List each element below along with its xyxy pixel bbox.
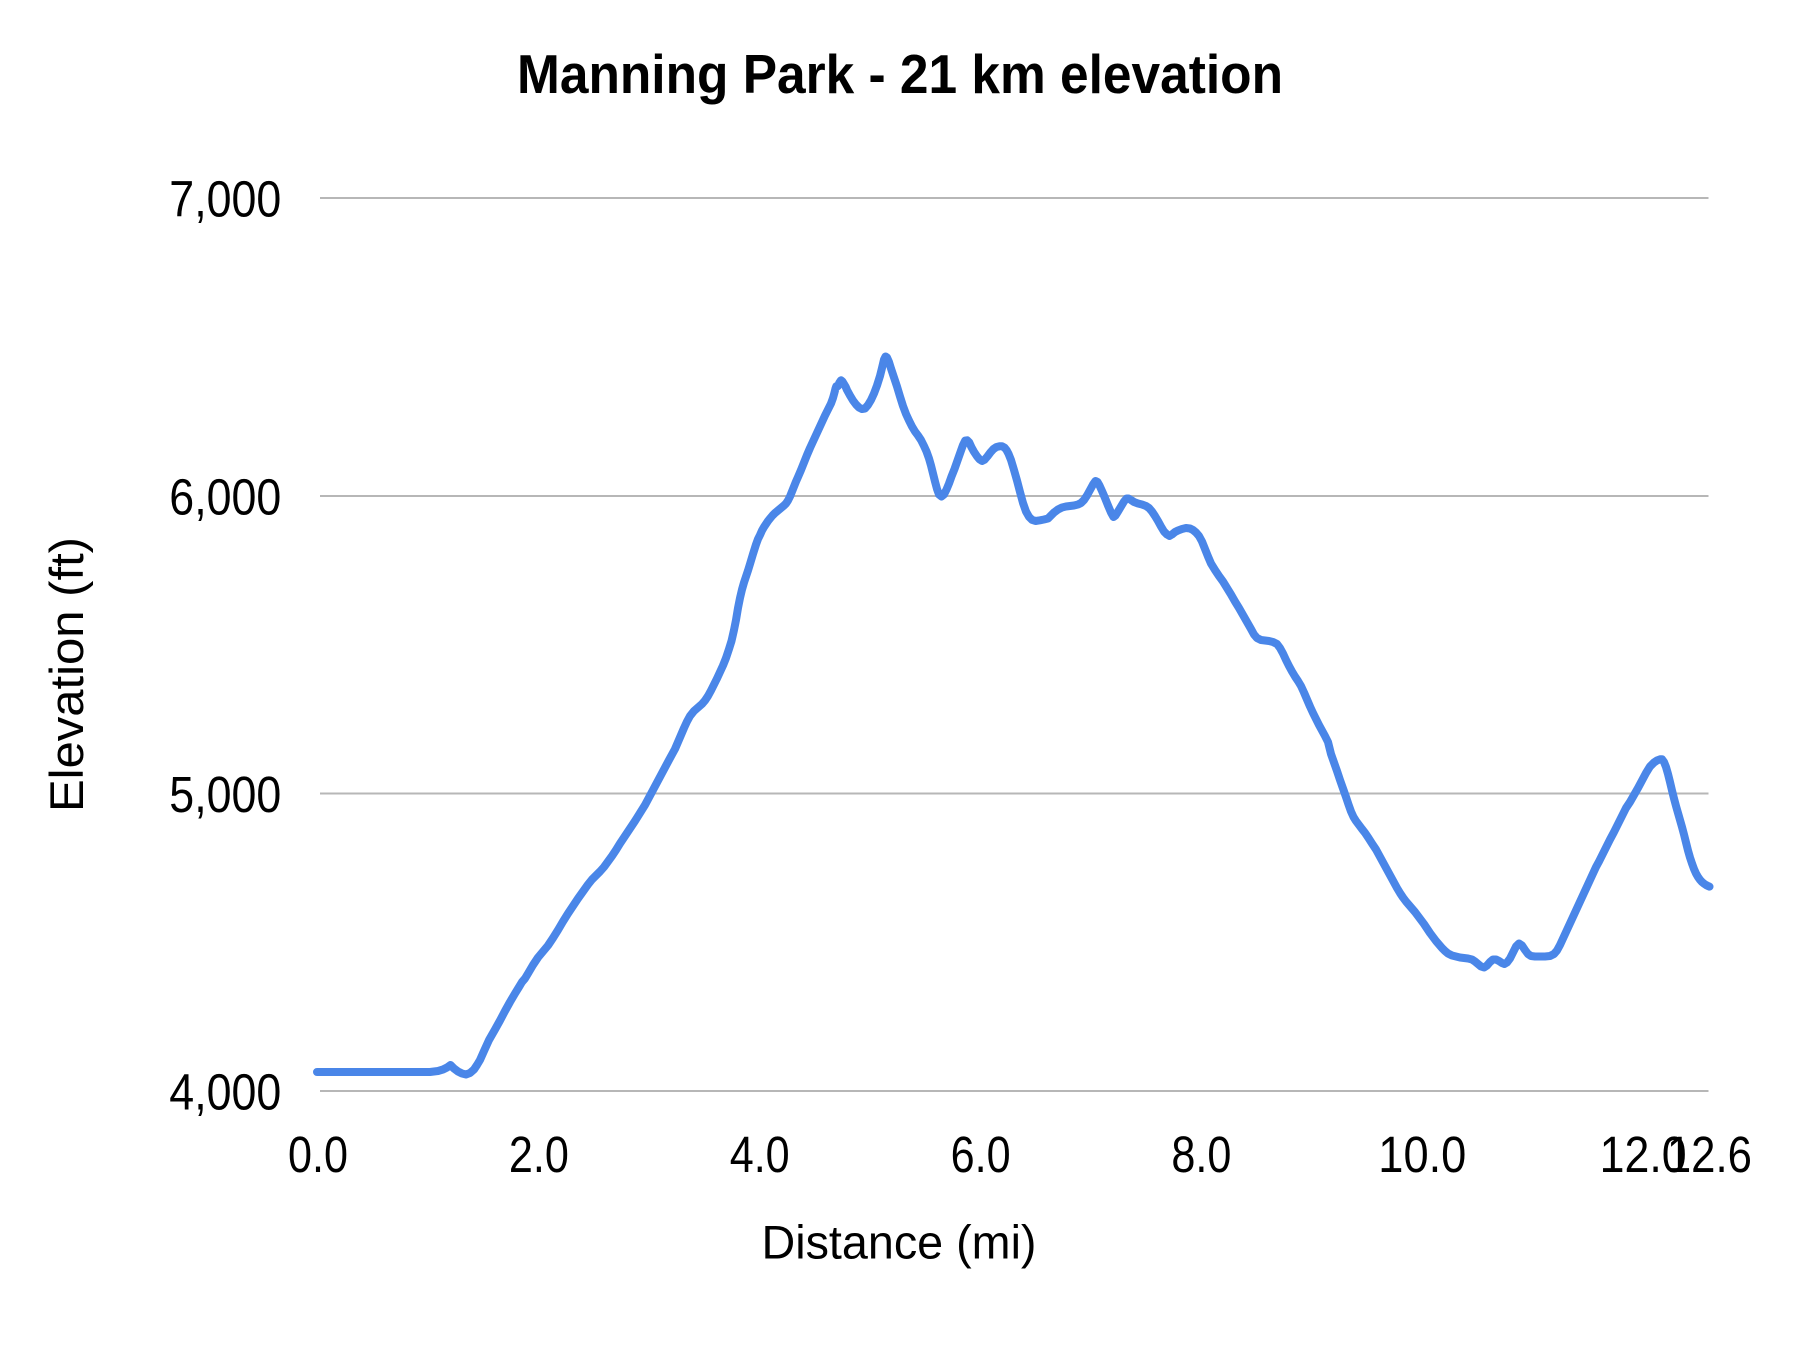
- svg-text:5,000: 5,000: [169, 766, 281, 823]
- svg-text:Elevation (ft): Elevation (ft): [40, 537, 93, 812]
- svg-text:10.0: 10.0: [1378, 1126, 1466, 1183]
- svg-text:12.6: 12.6: [1667, 1126, 1752, 1183]
- svg-text:0.0: 0.0: [288, 1126, 348, 1183]
- svg-text:7,000: 7,000: [169, 171, 281, 228]
- svg-text:12.0: 12.0: [1600, 1126, 1687, 1183]
- svg-text:4.0: 4.0: [730, 1126, 790, 1183]
- svg-text:4,000: 4,000: [169, 1064, 281, 1121]
- svg-text:6,000: 6,000: [169, 469, 281, 526]
- svg-text:Distance (mi): Distance (mi): [762, 1215, 1037, 1268]
- svg-text:2.0: 2.0: [509, 1126, 569, 1183]
- svg-text:Manning Park - 21 km elevation: Manning Park - 21 km elevation: [517, 43, 1283, 105]
- svg-text:8.0: 8.0: [1171, 1126, 1231, 1183]
- svg-text:6.0: 6.0: [951, 1126, 1011, 1183]
